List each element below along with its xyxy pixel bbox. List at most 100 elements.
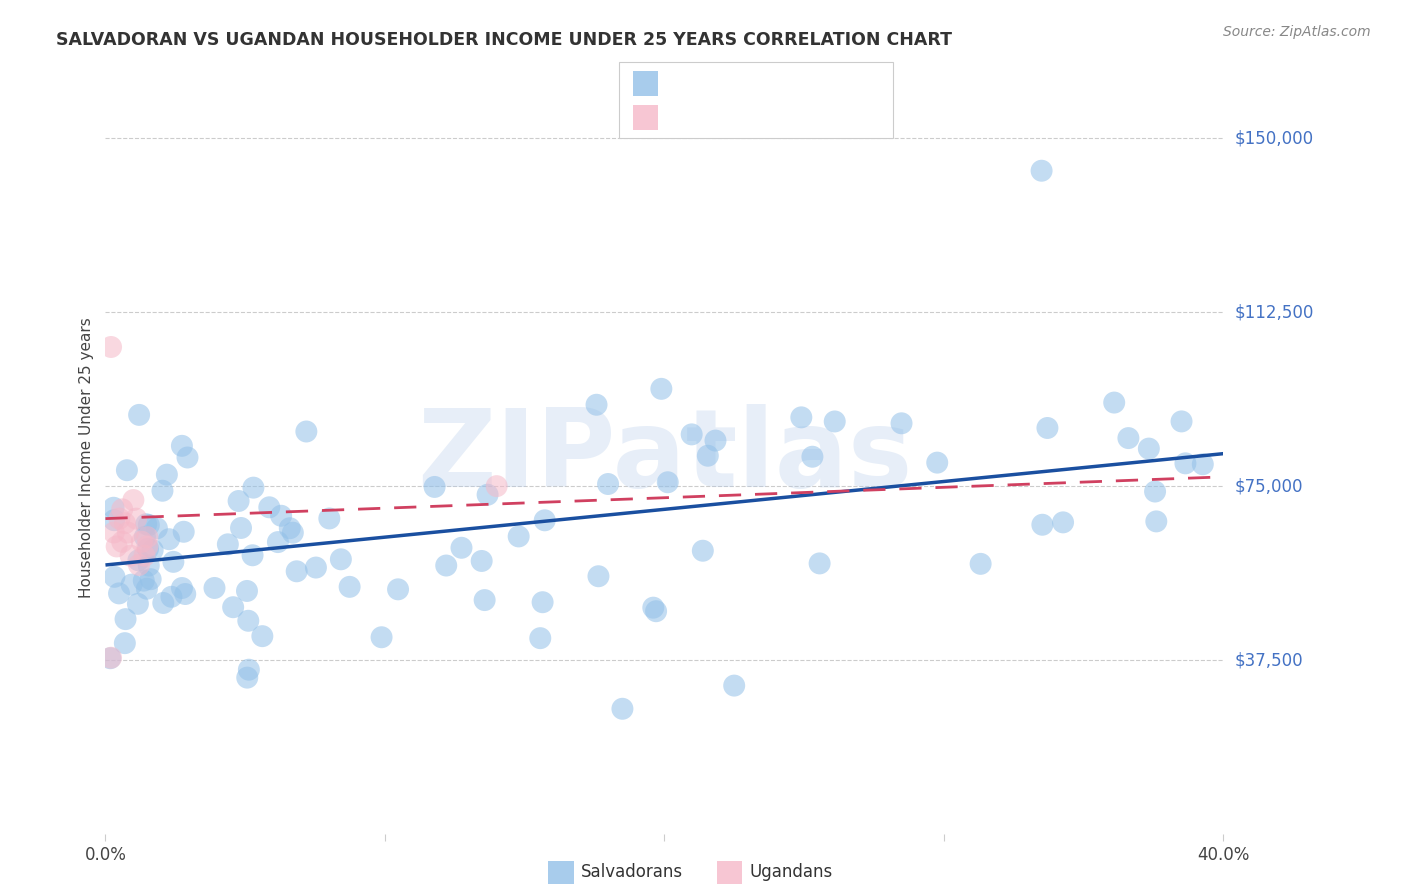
- Point: [657, 475, 679, 490]
- Point: [259, 500, 281, 515]
- Point: [1137, 442, 1160, 456]
- Point: [969, 557, 991, 571]
- Point: [692, 543, 714, 558]
- Point: [176, 450, 198, 465]
- Point: [121, 577, 143, 591]
- Text: $150,000: $150,000: [1234, 129, 1313, 147]
- Point: [643, 600, 665, 615]
- Point: [114, 612, 136, 626]
- Point: [1031, 163, 1053, 178]
- Point: [281, 525, 304, 540]
- Text: Ugandans: Ugandans: [749, 863, 832, 881]
- Point: [1191, 457, 1213, 471]
- Point: [103, 525, 125, 540]
- Text: SALVADORAN VS UGANDAN HOUSEHOLDER INCOME UNDER 25 YEARS CORRELATION CHART: SALVADORAN VS UGANDAN HOUSEHOLDER INCOME…: [56, 31, 952, 49]
- Point: [146, 521, 169, 535]
- Text: ZIPatlas: ZIPatlas: [416, 404, 912, 510]
- Point: [645, 604, 668, 618]
- Point: [108, 586, 131, 600]
- Text: 100: 100: [801, 75, 832, 93]
- Point: [127, 597, 149, 611]
- Point: [801, 450, 824, 464]
- Point: [122, 493, 145, 508]
- Point: [238, 614, 260, 628]
- Point: [278, 521, 301, 535]
- Text: Salvadorans: Salvadorans: [581, 863, 683, 881]
- Point: [152, 483, 174, 498]
- Point: [650, 382, 672, 396]
- Point: [132, 574, 155, 588]
- Text: $75,000: $75,000: [1234, 477, 1303, 495]
- Point: [318, 511, 340, 525]
- Point: [128, 408, 150, 422]
- Point: [127, 553, 149, 567]
- Point: [103, 570, 125, 584]
- Point: [152, 596, 174, 610]
- Point: [790, 410, 813, 425]
- Point: [100, 340, 122, 354]
- Text: Source: ZipAtlas.com: Source: ZipAtlas.com: [1223, 25, 1371, 39]
- Point: [270, 508, 292, 523]
- Text: R =: R =: [666, 108, 703, 126]
- Point: [135, 517, 157, 532]
- Point: [508, 529, 530, 543]
- Point: [612, 702, 634, 716]
- Point: [160, 590, 183, 604]
- Point: [134, 530, 156, 544]
- Point: [131, 534, 153, 549]
- Text: 0.082: 0.082: [703, 108, 751, 126]
- Point: [242, 481, 264, 495]
- Point: [305, 560, 328, 574]
- Point: [267, 535, 290, 549]
- Point: [588, 569, 610, 583]
- Text: 0.313: 0.313: [703, 75, 751, 93]
- Point: [103, 513, 125, 527]
- Point: [1144, 515, 1167, 529]
- Point: [204, 581, 226, 595]
- Point: [252, 629, 274, 643]
- Point: [1174, 456, 1197, 470]
- Point: [114, 516, 136, 531]
- Point: [1036, 421, 1059, 435]
- Point: [173, 524, 195, 539]
- Point: [681, 427, 703, 442]
- Point: [98, 651, 121, 665]
- Point: [704, 434, 727, 448]
- Point: [157, 532, 180, 546]
- Text: N =: N =: [765, 75, 801, 93]
- Point: [285, 564, 308, 578]
- Point: [471, 554, 494, 568]
- Point: [1118, 431, 1140, 445]
- Point: [236, 671, 259, 685]
- Point: [228, 494, 250, 508]
- Text: N =: N =: [765, 108, 801, 126]
- Point: [108, 511, 131, 525]
- Point: [114, 636, 136, 650]
- Point: [142, 543, 165, 558]
- Point: [1102, 395, 1125, 409]
- Point: [585, 398, 607, 412]
- Point: [529, 631, 551, 645]
- Point: [125, 511, 148, 525]
- Point: [162, 555, 184, 569]
- Point: [105, 540, 128, 554]
- Text: $112,500: $112,500: [1234, 303, 1313, 321]
- Point: [170, 439, 193, 453]
- Point: [170, 581, 193, 595]
- Point: [531, 595, 554, 609]
- Point: [139, 572, 162, 586]
- Point: [339, 580, 361, 594]
- Point: [485, 479, 508, 493]
- Point: [100, 650, 122, 665]
- Text: $37,500: $37,500: [1234, 651, 1303, 669]
- Point: [1144, 484, 1167, 499]
- Point: [295, 425, 318, 439]
- Point: [136, 582, 159, 596]
- Point: [329, 552, 352, 566]
- Point: [103, 500, 125, 515]
- Point: [136, 540, 159, 554]
- Point: [370, 630, 392, 644]
- Point: [824, 414, 846, 428]
- Point: [1031, 517, 1053, 532]
- Point: [136, 541, 159, 556]
